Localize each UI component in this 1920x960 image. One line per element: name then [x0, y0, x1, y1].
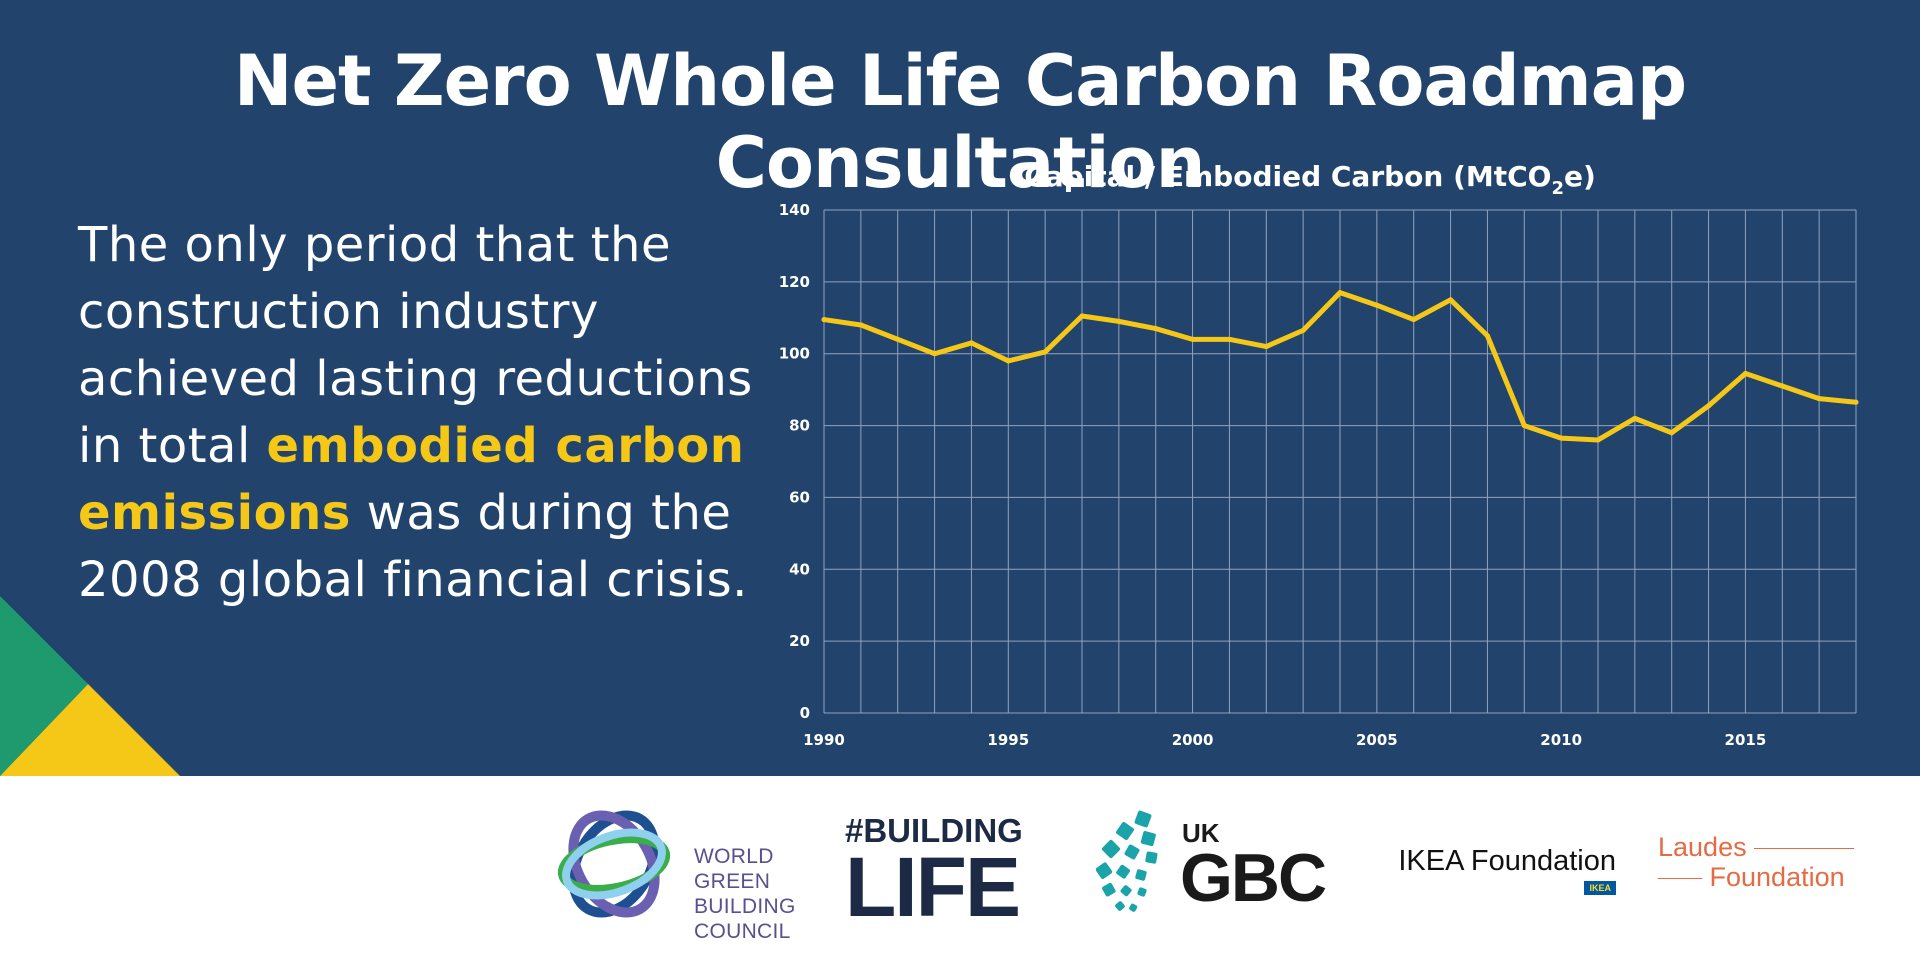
x-axis: 1990 1995 2000 2005 2010 2015	[803, 731, 1766, 749]
y-tick-label: 0	[800, 704, 810, 722]
data-point	[1411, 317, 1417, 323]
data-point	[1300, 327, 1306, 333]
data-point	[1116, 318, 1122, 324]
ikea-foundation-logo: IKEA Foundation IKEA	[1376, 846, 1616, 895]
laudes-word-2: Foundation	[1709, 862, 1845, 892]
data-point	[1448, 297, 1454, 303]
chart-title-main: Capital / Embodied Carbon (MtCO	[1024, 160, 1551, 193]
data-point	[1263, 344, 1269, 350]
y-tick-label: 140	[779, 201, 810, 219]
data-point	[1669, 430, 1675, 436]
data-point	[1190, 336, 1196, 342]
wgbc-line-2: GREEN	[694, 870, 771, 893]
ukgbc-gbc: GBC	[1180, 840, 1327, 916]
laudes-rule-2	[1658, 878, 1702, 880]
wgbc-line-1: WORLD	[694, 845, 774, 868]
data-point	[1595, 437, 1601, 443]
building-life-word: LIFE	[845, 840, 1021, 934]
data-point	[1521, 423, 1527, 429]
data-point	[1374, 302, 1380, 308]
series-points	[821, 290, 1859, 443]
y-tick-label: 40	[789, 560, 810, 578]
data-point	[1853, 399, 1859, 405]
data-point	[1706, 403, 1712, 409]
body-text-highlight: embodied carbon emissions	[78, 418, 745, 541]
ukgbc-logo: UK GBC	[1096, 810, 1336, 920]
y-tick-label: 100	[779, 345, 810, 363]
data-point	[1484, 333, 1490, 339]
building-life-hashtag: #BUILDING	[845, 812, 1023, 849]
laudes-rule-1	[1754, 848, 1855, 850]
decor-yellow-triangle	[0, 684, 180, 776]
data-point	[1079, 313, 1085, 319]
laudes-line-1: Laudes	[1658, 832, 1868, 862]
y-tick-label: 120	[779, 273, 810, 291]
body-text-outro: was during the 2008 global financial cri…	[78, 485, 748, 608]
laudes-foundation-logo: Laudes Foundation	[1658, 832, 1868, 892]
y-tick-label: 20	[789, 632, 810, 650]
chart-grid	[823, 209, 1857, 714]
y-tick-label: 80	[789, 417, 810, 435]
data-point	[1816, 396, 1822, 402]
x-tick-label: 2010	[1540, 731, 1582, 749]
ikea-badge-icon: IKEA	[1584, 881, 1616, 895]
embodied-carbon-chart: Capital / Embodied Carbon (MtCO2e) 0 20 40…	[779, 160, 1859, 749]
x-tick-label: 1995	[987, 731, 1029, 749]
body-text: The only period that the construction in…	[78, 212, 758, 614]
y-tick-label: 60	[789, 488, 810, 506]
body-text-intro: The only period that the construction in…	[78, 217, 753, 474]
decor-green-triangle-2	[0, 684, 88, 776]
data-point	[858, 322, 864, 328]
building-life-logo: #BUILDING LIFE	[845, 812, 1045, 934]
data-point	[1742, 370, 1748, 376]
chart-title-end: e)	[1564, 160, 1596, 193]
page-title: Net Zero Whole Life Carbon Roadmap Consu…	[233, 40, 1687, 204]
data-point	[1632, 415, 1638, 421]
x-tick-label: 2015	[1725, 731, 1767, 749]
y-axis: 0 20 40 60 80 100 120 140	[779, 201, 810, 722]
data-point	[895, 336, 901, 342]
chart-title: Capital / Embodied Carbon (MtCO2e)	[1024, 160, 1596, 199]
wgbc-line-4: COUNCIL	[694, 920, 791, 943]
data-point	[821, 317, 827, 323]
ukgbc-tiles-icon	[1096, 810, 1158, 912]
wgbc-line-3: BUILDING	[694, 895, 796, 918]
logo-footer: WORLD GREEN BUILDING COUNCIL #BUILDING L…	[0, 776, 1920, 960]
data-point	[932, 351, 938, 357]
x-tick-label: 2000	[1172, 731, 1214, 749]
data-point	[1226, 336, 1232, 342]
data-point	[1042, 349, 1048, 355]
ikea-foundation-text: IKEA Foundation	[1398, 845, 1616, 877]
data-point	[1005, 358, 1011, 364]
x-tick-label: 1990	[803, 731, 845, 749]
laudes-line-2: Foundation	[1658, 862, 1868, 892]
data-point	[968, 340, 974, 346]
x-tick-label: 2005	[1356, 731, 1398, 749]
data-point	[1558, 435, 1564, 441]
laudes-word-1: Laudes	[1658, 832, 1747, 862]
data-point	[1153, 326, 1159, 332]
chart-title-subscript: 2	[1551, 178, 1564, 199]
data-point	[1779, 383, 1785, 389]
data-point	[1337, 290, 1343, 296]
ukgbc-uk: UK	[1182, 818, 1220, 848]
wgbc-logo: WORLD GREEN BUILDING COUNCIL	[556, 806, 796, 943]
wgbc-globe-icon	[557, 810, 671, 918]
